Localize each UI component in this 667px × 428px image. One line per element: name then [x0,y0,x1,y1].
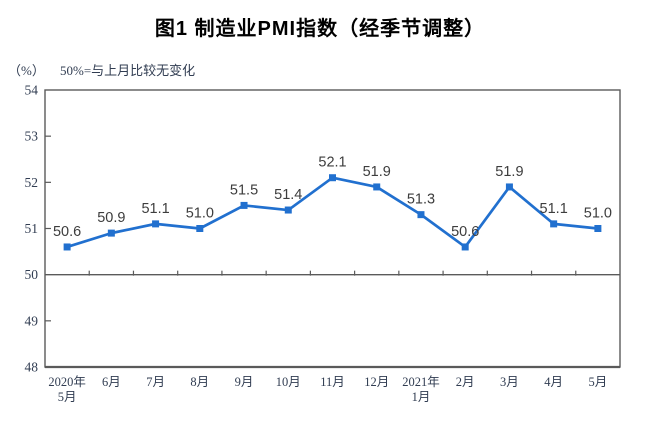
data-point-label: 51.9 [363,164,391,180]
x-axis-tick-label: 11月 [320,375,345,389]
y-axis-unit-label: （%） [8,63,45,78]
data-point-marker [63,243,71,251]
x-axis-tick-label: 3月 [500,375,519,389]
data-point-label: 51.3 [407,192,435,208]
y-axis-tick-label: 51 [25,221,39,236]
y-axis-tick-label: 48 [25,360,39,375]
y-axis-tick-label: 54 [25,83,39,98]
data-point-label: 51.9 [495,164,523,180]
x-axis-tick-label: 9月 [235,375,254,389]
y-axis-tick-label: 49 [25,313,39,328]
x-axis-tick-label: 12月 [364,375,389,389]
data-point-marker [417,211,425,219]
data-point-marker [107,229,115,237]
data-point-marker [594,225,602,232]
y-axis-tick-label: 53 [25,129,39,144]
y-axis-tick-label: 52 [25,175,39,190]
data-point-label: 51.1 [540,201,568,217]
x-axis-tick-label: 2021年 [402,375,440,389]
data-point-marker [284,206,292,214]
x-axis-tick-label: 5月 [589,375,608,389]
y-axis-tick-label: 50 [25,267,39,282]
x-axis-tick-label: 2月 [456,375,475,389]
data-point-label: 50.6 [451,224,479,240]
chart-title: 图1 制造业PMI指数（经季节调整） [154,18,486,40]
data-point-label: 51.0 [186,206,214,222]
x-axis-tick-label: 10月 [276,375,301,389]
x-axis-tick-label: 5月 [58,390,77,404]
data-point-label: 51.0 [584,206,612,222]
data-point-label: 51.5 [230,182,258,198]
data-point-marker [240,201,248,209]
data-point-marker [152,220,160,228]
x-axis-tick-label: 8月 [190,375,209,389]
x-axis-tick-label: 1月 [412,390,431,404]
data-point-marker [329,174,336,182]
data-point-label: 51.4 [274,187,302,203]
x-axis-tick-label: 2020年 [48,375,86,389]
data-point-marker [373,183,381,191]
data-point-marker [461,243,469,251]
data-point-label: 50.9 [97,210,125,226]
x-axis-tick-label: 6月 [102,375,121,389]
data-point-marker [505,183,513,191]
data-point-marker [550,220,558,228]
data-point-marker [196,225,204,232]
data-point-label: 51.1 [141,201,169,217]
data-point-label: 52.1 [318,155,346,171]
reference-note-label: 50%=与上月比较无变化 [60,63,196,78]
data-point-label: 50.6 [53,224,81,240]
x-axis-tick-label: 4月 [544,375,563,389]
x-axis-tick-label: 7月 [146,375,165,389]
